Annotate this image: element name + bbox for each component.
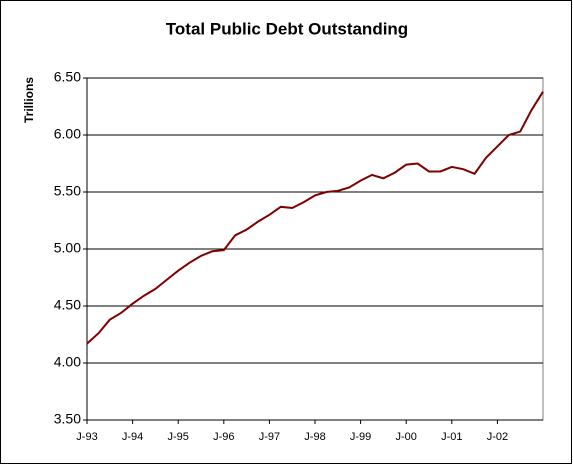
y-tick-label: 5.50 xyxy=(54,183,81,199)
y-tick-label: 4.50 xyxy=(54,297,81,313)
x-tick-label: J-98 xyxy=(304,431,325,443)
y-tick-label: 3.50 xyxy=(54,411,81,427)
y-tick-label: 5.00 xyxy=(54,240,81,256)
x-tick-label: J-97 xyxy=(259,431,280,443)
x-tick-label: J-93 xyxy=(76,431,97,443)
data-line xyxy=(86,91,544,345)
y-tick-label: 4.00 xyxy=(54,354,81,370)
x-tick-label: J-01 xyxy=(441,431,462,443)
x-tick-label: J-99 xyxy=(350,431,371,443)
y-tick-label: 6.50 xyxy=(54,69,81,85)
y-axis-label: Trillions xyxy=(22,77,36,123)
x-tick-label: J-95 xyxy=(167,431,188,443)
x-tick-label: J-00 xyxy=(395,431,416,443)
x-tick-label: J-94 xyxy=(122,431,143,443)
chart-title: Total Public Debt Outstanding xyxy=(166,19,408,38)
y-tick-label: 6.00 xyxy=(54,126,81,142)
x-tick-label: J-02 xyxy=(487,431,508,443)
x-tick-label: J-96 xyxy=(213,431,234,443)
